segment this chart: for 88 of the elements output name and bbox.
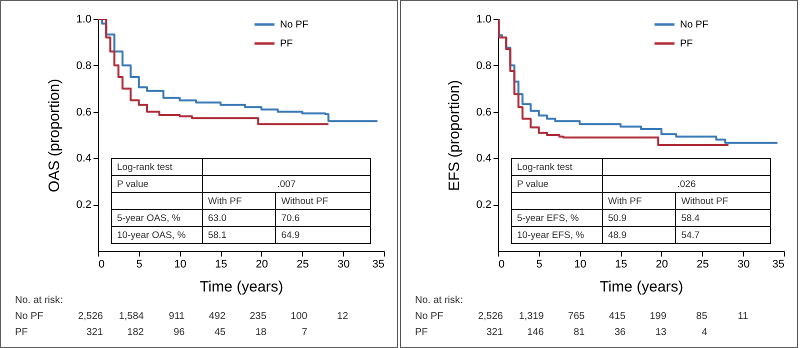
text: 199 <box>650 311 666 322</box>
x-axis-title: Time (years) <box>200 278 284 296</box>
annotation: 5-year EFS, % <box>512 210 602 226</box>
y-axis-title: EFS (proportion) <box>446 80 464 191</box>
x-tick-label: 35 <box>772 258 784 270</box>
text: 321 <box>86 327 103 338</box>
text: 12 <box>337 311 348 322</box>
x-tick-label: 25 <box>296 258 309 270</box>
text: 36 <box>614 327 626 338</box>
text: 96 <box>174 327 185 338</box>
x-tick-label: 15 <box>214 258 228 270</box>
x-tick-label: 0 <box>498 258 505 270</box>
annotation: P value <box>512 176 602 192</box>
annotation: P value <box>112 176 202 192</box>
legend-label: No PF <box>680 20 708 30</box>
legend-label: PF <box>680 38 693 50</box>
text: 2,526 <box>478 311 503 322</box>
legend-label: No PF <box>280 20 308 30</box>
x-tick-label: 25 <box>696 258 709 270</box>
y-tick-label: 0.8 <box>76 60 92 72</box>
x-tick-label: 35 <box>372 258 384 270</box>
annotation: 64.9 <box>276 226 370 244</box>
text: 765 <box>568 311 585 322</box>
y-tick-label: 0.6 <box>76 106 92 118</box>
annotation: 58.4 <box>676 210 770 226</box>
text: 45 <box>214 327 226 338</box>
y-axis-title: OAS (proportion) <box>46 78 64 192</box>
text: No. at risk: <box>415 295 463 306</box>
text: No PF <box>415 311 444 322</box>
annotation: 10-year OAS, % <box>112 226 202 244</box>
text: 100 <box>290 311 308 322</box>
x-tick-label: 5 <box>136 258 142 270</box>
text: 492 <box>208 311 226 322</box>
text: No. at risk: <box>15 295 63 306</box>
text: 2,526 <box>78 311 103 322</box>
text: 182 <box>127 327 144 338</box>
text: 235 <box>250 311 266 322</box>
y-tick-label: 0.4 <box>76 152 92 165</box>
annotation: 10-year EFS, % <box>512 226 602 244</box>
text: No PF <box>15 311 44 322</box>
annotation: With PF <box>202 192 276 210</box>
annotation: 5-year OAS, % <box>112 210 202 226</box>
text: PF <box>15 327 28 338</box>
annotation: With PF <box>602 192 676 210</box>
annotation: 70.6 <box>276 210 370 226</box>
text: 13 <box>655 327 666 338</box>
text: 18 <box>255 327 266 338</box>
x-tick-label: 10 <box>574 258 586 270</box>
annotation: Without PF <box>676 192 770 210</box>
x-axis-title: Time (years) <box>600 278 684 296</box>
x-tick-label: 30 <box>738 258 750 270</box>
y-tick-label: 1.0 <box>76 14 92 26</box>
annotation: 63.0 <box>202 210 276 226</box>
text: 4 <box>702 327 708 338</box>
annotation: 54.7 <box>676 226 770 244</box>
x-tick-label: 30 <box>338 258 350 270</box>
text: PF <box>415 327 428 338</box>
annotation: .007 <box>202 176 370 192</box>
y-tick-label: 0.2 <box>76 199 92 212</box>
text: 146 <box>527 327 544 338</box>
text: 11 <box>738 311 748 322</box>
y-tick-label: 0.4 <box>476 152 492 165</box>
text: 1,584 <box>118 311 144 322</box>
text: 415 <box>608 311 626 322</box>
annotation: Without PF <box>276 192 370 210</box>
x-tick-label: 15 <box>614 258 628 270</box>
text: 1,319 <box>518 311 544 322</box>
text: 7 <box>302 327 308 338</box>
annotation: 58.1 <box>202 226 276 244</box>
text: 911 <box>168 311 185 322</box>
text: 85 <box>696 311 708 322</box>
annotation: 48.9 <box>602 226 676 244</box>
x-tick-label: 5 <box>536 258 542 270</box>
y-tick-label: 0.2 <box>476 199 492 212</box>
x-tick-label: 10 <box>174 258 186 270</box>
x-tick-label: 20 <box>256 258 268 270</box>
annotation: .026 <box>602 176 770 192</box>
y-tick-label: 1.0 <box>476 14 492 26</box>
x-tick-label: 20 <box>656 258 668 270</box>
legend-label: PF <box>280 38 293 50</box>
text: 321 <box>486 327 503 338</box>
text: 81 <box>574 327 585 338</box>
annotation: Log-rank test <box>512 158 602 176</box>
y-tick-label: 0.8 <box>476 60 492 72</box>
annotation: Log-rank test <box>112 158 202 176</box>
x-tick-label: 0 <box>98 258 105 270</box>
y-tick-label: 0.6 <box>476 106 492 118</box>
annotation: 50.9 <box>602 210 676 226</box>
